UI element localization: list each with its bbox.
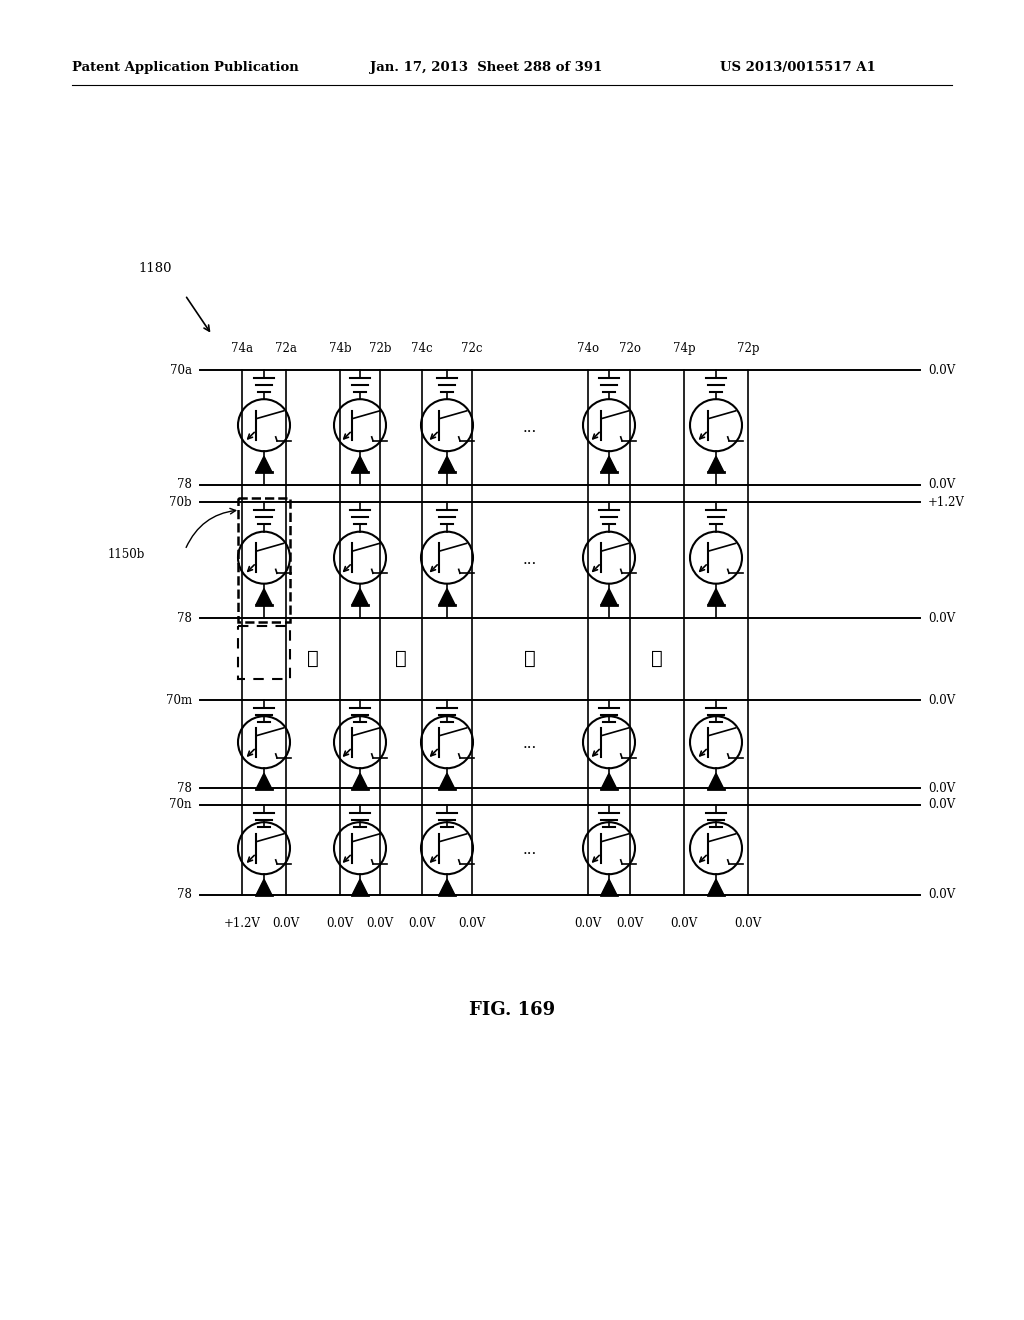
Text: 0.0V: 0.0V (409, 917, 435, 931)
Text: 70b: 70b (169, 495, 193, 508)
Text: ⋮: ⋮ (395, 649, 407, 668)
Text: 78: 78 (177, 888, 193, 902)
Text: ⋮: ⋮ (307, 649, 318, 668)
Bar (238, 498, 290, 622)
Polygon shape (352, 457, 368, 473)
Text: 78: 78 (177, 781, 193, 795)
Text: US 2013/0015517 A1: US 2013/0015517 A1 (720, 62, 876, 74)
Text: 0.0V: 0.0V (928, 611, 955, 624)
Polygon shape (439, 774, 455, 789)
Text: 0.0V: 0.0V (928, 479, 955, 491)
Polygon shape (256, 879, 272, 895)
Polygon shape (256, 774, 272, 789)
Text: 74p: 74p (673, 342, 695, 355)
Text: 0.0V: 0.0V (327, 917, 353, 931)
Text: Jan. 17, 2013  Sheet 288 of 391: Jan. 17, 2013 Sheet 288 of 391 (370, 62, 602, 74)
Polygon shape (708, 879, 724, 895)
Text: Patent Application Publication: Patent Application Publication (72, 62, 299, 74)
Polygon shape (601, 457, 617, 473)
Text: FIG. 169: FIG. 169 (469, 1001, 555, 1019)
Polygon shape (601, 774, 617, 789)
Text: 72p: 72p (736, 342, 759, 355)
Text: 0.0V: 0.0V (459, 917, 485, 931)
Text: ...: ... (523, 843, 538, 857)
Text: ⋮: ⋮ (651, 649, 663, 668)
Text: 72o: 72o (618, 342, 641, 355)
Text: 70n: 70n (170, 799, 193, 812)
Text: 70a: 70a (170, 363, 193, 376)
Bar (238, 626, 290, 678)
Polygon shape (708, 457, 724, 473)
Polygon shape (601, 879, 617, 895)
Text: ...: ... (523, 421, 538, 434)
Text: 72c: 72c (461, 342, 482, 355)
Polygon shape (601, 589, 617, 605)
Text: ...: ... (523, 553, 538, 568)
Text: ⋮: ⋮ (524, 649, 536, 668)
Text: 0.0V: 0.0V (928, 363, 955, 376)
Text: 72b: 72b (369, 342, 391, 355)
Text: 0.0V: 0.0V (272, 917, 300, 931)
Text: 74b: 74b (329, 342, 351, 355)
Text: 78: 78 (177, 611, 193, 624)
Text: 0.0V: 0.0V (367, 917, 393, 931)
Polygon shape (352, 879, 368, 895)
Text: 74c: 74c (412, 342, 433, 355)
Text: 0.0V: 0.0V (928, 888, 955, 902)
Text: 74o: 74o (577, 342, 599, 355)
Text: 0.0V: 0.0V (616, 917, 644, 931)
Text: 74a: 74a (231, 342, 253, 355)
Text: +1.2V: +1.2V (928, 495, 965, 508)
Text: 78: 78 (177, 479, 193, 491)
Text: 0.0V: 0.0V (928, 781, 955, 795)
Text: 1150b: 1150b (108, 549, 145, 561)
Text: 1180: 1180 (138, 261, 171, 275)
Polygon shape (708, 774, 724, 789)
Text: +1.2V: +1.2V (223, 917, 260, 931)
Text: 0.0V: 0.0V (928, 693, 955, 706)
Polygon shape (352, 589, 368, 605)
Polygon shape (256, 457, 272, 473)
Text: 72a: 72a (275, 342, 297, 355)
Polygon shape (439, 879, 455, 895)
Text: 0.0V: 0.0V (734, 917, 762, 931)
Text: 0.0V: 0.0V (928, 799, 955, 812)
Polygon shape (708, 589, 724, 605)
Polygon shape (256, 589, 272, 605)
Text: 70m: 70m (166, 693, 193, 706)
Polygon shape (439, 589, 455, 605)
Polygon shape (352, 774, 368, 789)
Text: 0.0V: 0.0V (671, 917, 697, 931)
Text: ...: ... (523, 737, 538, 751)
Polygon shape (439, 457, 455, 473)
Text: 0.0V: 0.0V (574, 917, 602, 931)
